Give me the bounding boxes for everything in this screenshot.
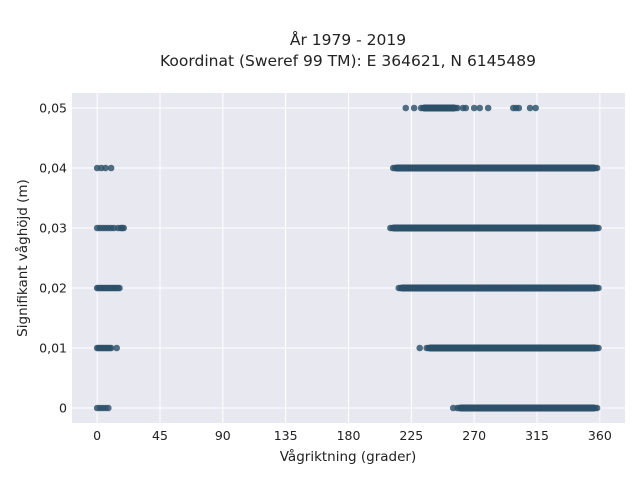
- data-point: [449, 404, 457, 412]
- y-tick-label: 0: [59, 401, 67, 416]
- data-point: [402, 104, 410, 112]
- x-tick-label: 270: [462, 428, 486, 443]
- data-point: [470, 104, 478, 112]
- x-axis-label: Vågriktning (grader): [280, 448, 417, 465]
- y-tick-label: 0,04: [39, 161, 67, 176]
- data-point: [515, 104, 523, 112]
- data-point: [410, 104, 418, 112]
- data-point: [113, 344, 120, 352]
- x-tick-label: 225: [399, 428, 423, 443]
- data-point: [595, 284, 602, 292]
- x-tick-label: 315: [525, 428, 549, 443]
- y-tick-label: 0,03: [39, 221, 67, 236]
- chart-subtitle: Koordinat (Sweref 99 TM): E 364621, N 61…: [160, 52, 536, 70]
- x-tick-label: 45: [152, 428, 168, 443]
- y-tick-label: 0,02: [39, 281, 67, 296]
- data-point: [120, 224, 127, 232]
- data-point: [476, 104, 484, 112]
- data-point: [102, 164, 109, 172]
- y-axis-label: Signifikant våghöjd (m): [14, 179, 31, 337]
- data-point: [416, 344, 424, 352]
- data-point: [462, 104, 470, 112]
- data-point: [484, 104, 492, 112]
- data-point: [105, 404, 112, 412]
- data-point: [526, 104, 534, 112]
- y-tick-label: 0,05: [39, 101, 67, 116]
- data-point: [532, 104, 539, 112]
- data-point: [595, 344, 602, 352]
- chart-title: År 1979 - 2019: [290, 30, 406, 49]
- x-tick-label: 180: [337, 428, 361, 443]
- data-point: [593, 164, 601, 172]
- y-tick-label: 0,01: [39, 341, 67, 356]
- tick-labels: 0 45 90 135 180 225 270 315 360 0 0,01 0,02 0,03 0,04…: [39, 101, 612, 444]
- x-tick-label: 360: [588, 428, 612, 443]
- data-point: [593, 404, 601, 412]
- data-point: [454, 104, 461, 112]
- data-points: [93, 104, 602, 412]
- data-point: [116, 284, 123, 292]
- data-point: [595, 224, 602, 232]
- data-point: [107, 344, 115, 352]
- data-point: [107, 164, 115, 172]
- x-tick-label: 135: [274, 428, 298, 443]
- x-tick-label: 90: [215, 428, 231, 443]
- x-tick-label: 0: [93, 428, 101, 443]
